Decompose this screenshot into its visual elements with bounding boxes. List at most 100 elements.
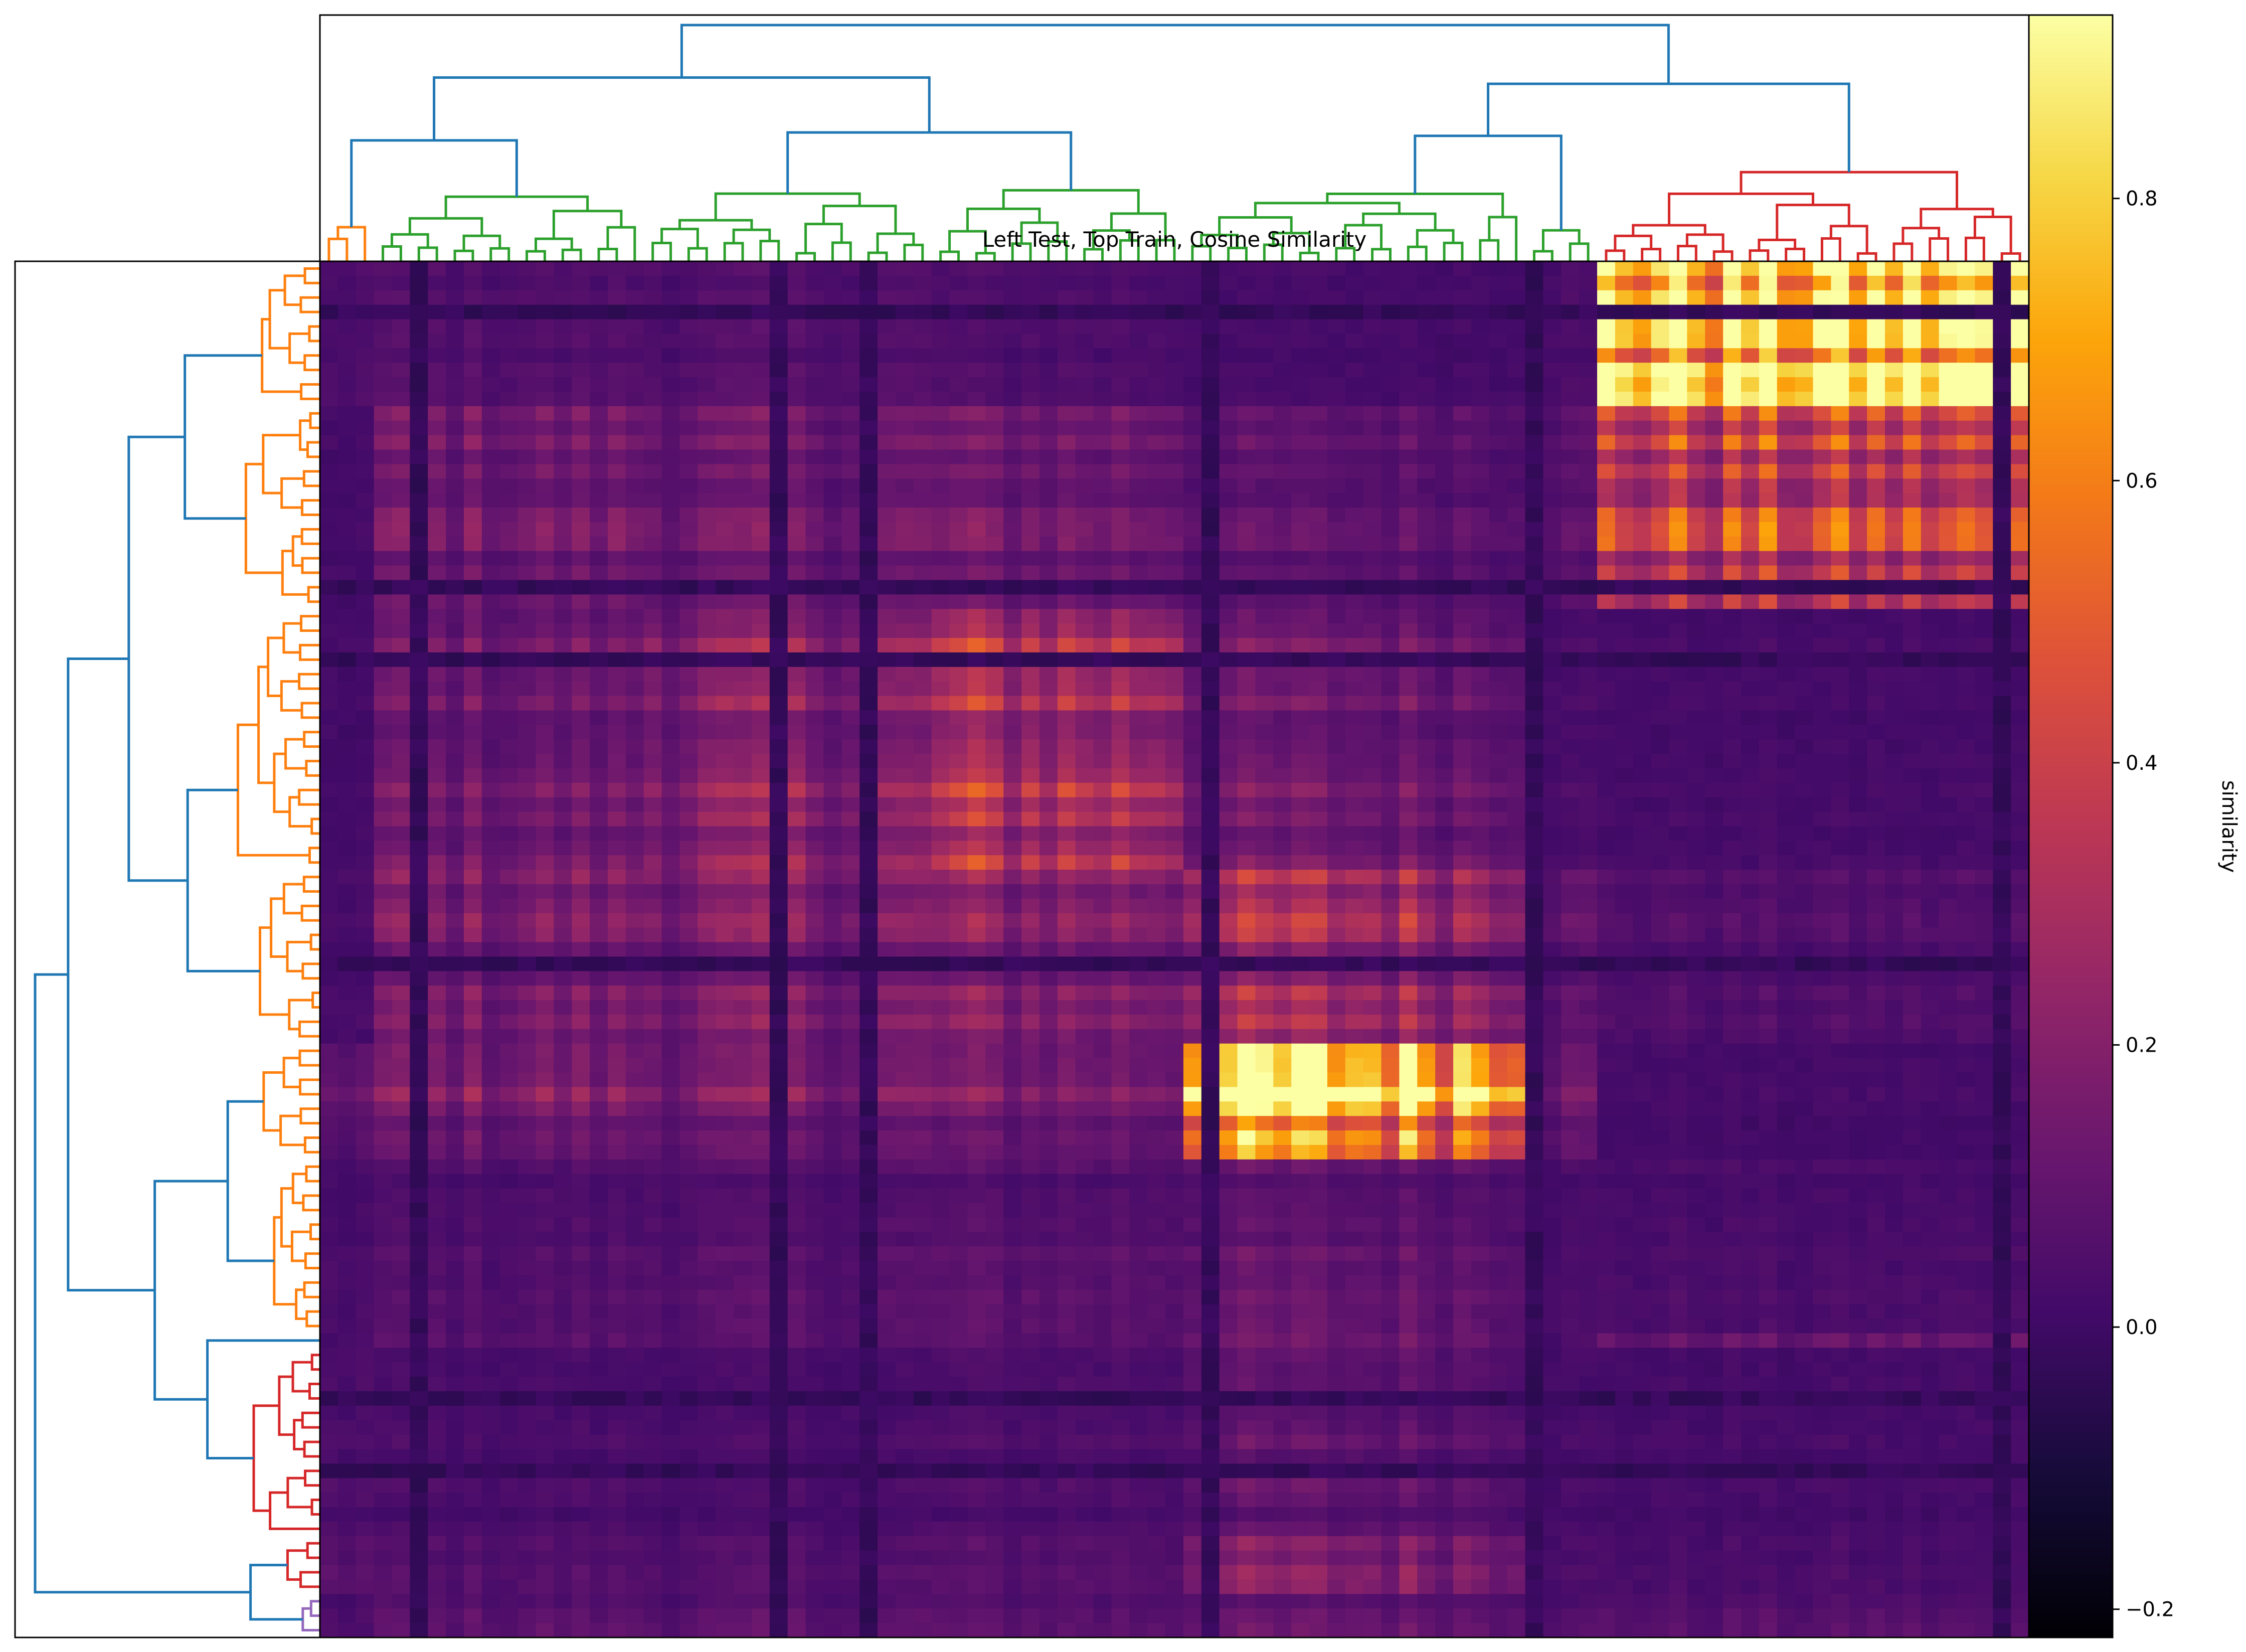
heatmap-cell: [823, 363, 842, 378]
heatmap-cell: [337, 609, 357, 624]
heatmap-cell: [446, 319, 464, 335]
heatmap-cell: [878, 304, 896, 320]
heatmap-cell: [428, 956, 446, 971]
heatmap-cell: [1453, 623, 1472, 638]
heatmap-cell: [572, 985, 590, 1001]
heatmap-cell: [878, 623, 896, 638]
heatmap-cell: [1687, 884, 1705, 899]
heatmap-cell: [1669, 811, 1687, 827]
heatmap-cell: [1309, 565, 1328, 581]
heatmap-cell: [1615, 464, 1634, 479]
heatmap-cell: [572, 609, 590, 624]
heatmap-cell: [1561, 927, 1580, 943]
heatmap-cell: [1543, 710, 1562, 725]
heatmap-cell: [949, 304, 968, 320]
heatmap-cell: [1723, 826, 1742, 841]
heatmap-cell: [1525, 797, 1544, 812]
heatmap-cell: [1543, 609, 1562, 624]
heatmap-cell: [1273, 275, 1292, 291]
heatmap-cell: [1363, 667, 1382, 682]
heatmap-cell: [1867, 942, 1885, 957]
heatmap-cell: [1075, 768, 1094, 783]
heatmap-cell: [1507, 681, 1526, 697]
heatmap-cell: [1795, 290, 1814, 305]
heatmap-cell: [1543, 841, 1562, 856]
heatmap-cell: [1705, 536, 1723, 552]
heatmap-cell: [1255, 870, 1274, 885]
heatmap-cell: [931, 363, 950, 378]
heatmap-cell: [1705, 637, 1723, 653]
heatmap-cell: [1057, 898, 1076, 914]
heatmap-cell: [1561, 391, 1580, 407]
heatmap-cell: [1867, 377, 1885, 392]
heatmap-cell: [1039, 304, 1058, 320]
heatmap-cell: [499, 855, 519, 870]
heatmap-cell: [320, 956, 338, 971]
heatmap-cell: [590, 594, 608, 609]
heatmap-cell: [1885, 768, 1904, 783]
heatmap-cell: [356, 391, 375, 407]
heatmap-cell: [1093, 739, 1112, 754]
heatmap-cell: [2011, 478, 2029, 493]
heatmap-cell: [1777, 754, 1796, 769]
heatmap-cell: [1525, 464, 1544, 479]
heatmap-cell: [1417, 275, 1436, 291]
heatmap-cell: [949, 725, 968, 740]
heatmap-cell: [734, 855, 752, 870]
heatmap-cell: [1759, 334, 1778, 349]
heatmap-cell: [1093, 363, 1112, 378]
heatmap-cell: [643, 913, 662, 928]
heatmap-cell: [878, 319, 896, 335]
heatmap-cell: [913, 841, 932, 856]
heatmap-cell: [878, 841, 896, 856]
heatmap-cell: [1903, 623, 1922, 638]
heatmap-cell: [1993, 754, 2011, 769]
heatmap-cell: [554, 913, 572, 928]
heatmap-cell: [536, 580, 554, 595]
heatmap-cell: [805, 913, 824, 928]
heatmap-cell: [1417, 898, 1436, 914]
heatmap-cell: [1273, 580, 1292, 595]
heatmap-cell: [787, 637, 806, 653]
heatmap-cell: [1237, 898, 1256, 914]
heatmap-cell: [1723, 290, 1742, 305]
heatmap-cell: [841, 551, 860, 566]
heatmap-cell: [1381, 841, 1400, 856]
heatmap-cell: [517, 435, 537, 450]
heatmap-cell: [356, 652, 375, 668]
heatmap-cell: [1633, 927, 1652, 943]
dendrogram-link: [310, 817, 320, 835]
heatmap-cell: [1795, 275, 1814, 291]
heatmap-cell: [1957, 609, 1975, 624]
heatmap-cell: [949, 565, 968, 581]
heatmap-cell: [859, 725, 878, 740]
heatmap-cell: [1471, 319, 1490, 335]
heatmap-cell: [1579, 304, 1598, 320]
heatmap-cell: [1849, 739, 1867, 754]
heatmap-cell: [734, 985, 752, 1001]
heatmap-cell: [392, 377, 410, 392]
heatmap-cell: [1687, 681, 1705, 697]
heatmap-cell: [607, 377, 626, 392]
heatmap-cell: [895, 768, 914, 783]
heatmap-cell: [463, 290, 482, 305]
heatmap-cell: [913, 406, 932, 421]
heatmap-cell: [698, 391, 716, 407]
heatmap-cell: [1507, 855, 1526, 870]
heatmap-cell: [1633, 478, 1652, 493]
heatmap-cell: [1129, 855, 1148, 870]
heatmap-cell: [1759, 377, 1778, 392]
heatmap-cell: [1705, 319, 1723, 335]
heatmap-cell: [823, 377, 842, 392]
heatmap-cell: [787, 884, 806, 899]
heatmap-cell: [1507, 667, 1526, 682]
heatmap-cell: [1903, 841, 1922, 856]
heatmap-cell: [1399, 637, 1418, 653]
heatmap-cell: [734, 348, 752, 363]
heatmap-cell: [2011, 811, 2029, 827]
heatmap-cell: [1597, 275, 1616, 291]
heatmap-cell: [1237, 913, 1256, 928]
heatmap-cell: [1003, 290, 1022, 305]
heatmap-cell: [1345, 927, 1364, 943]
heatmap-cell: [1111, 710, 1130, 725]
